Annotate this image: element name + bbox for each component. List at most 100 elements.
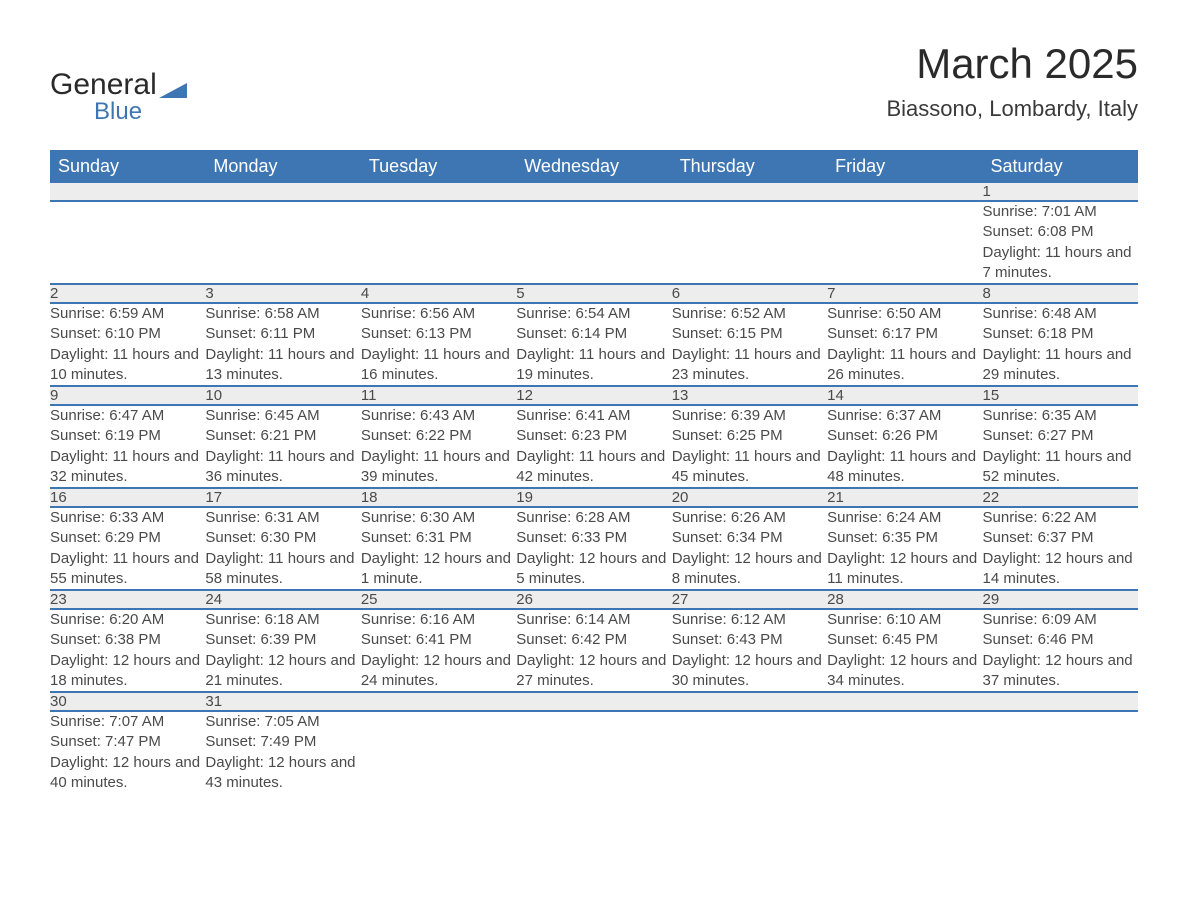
daylight-label: Daylight:: [516, 652, 574, 669]
daylight-line: Daylight: 12 hours and 37 minutes.: [983, 651, 1138, 692]
daylight-line: Daylight: 11 hours and 10 minutes.: [50, 345, 205, 386]
day-number-cell: 7: [827, 284, 982, 303]
daylight-line: Daylight: 12 hours and 43 minutes.: [205, 753, 360, 794]
sunrise-label: Sunrise:: [827, 407, 882, 424]
sunset-line: Sunset: 6:46 PM: [983, 630, 1138, 650]
sunset-label: Sunset:: [672, 325, 723, 342]
sunrise-line: Sunrise: 7:01 AM: [983, 202, 1138, 222]
day-details-cell: [205, 201, 360, 284]
daylight-line: Daylight: 11 hours and 55 minutes.: [50, 549, 205, 590]
day-details-cell: Sunrise: 6:12 AMSunset: 6:43 PMDaylight:…: [672, 609, 827, 692]
sunrise-line: Sunrise: 6:26 AM: [672, 508, 827, 528]
day-header: Saturday: [983, 150, 1138, 183]
sunrise-value: 6:45 AM: [265, 407, 320, 424]
sunrise-line: Sunrise: 6:39 AM: [672, 406, 827, 426]
sunrise-label: Sunrise:: [516, 407, 571, 424]
daylight-label: Daylight:: [983, 652, 1041, 669]
daylight-line: Daylight: 11 hours and 45 minutes.: [672, 447, 827, 488]
day-number-cell: 31: [205, 692, 360, 711]
sunset-line: Sunset: 6:41 PM: [361, 630, 516, 650]
sunrise-value: 6:43 AM: [420, 407, 475, 424]
brand-logo: General Blue: [50, 40, 187, 126]
sunrise-value: 6:28 AM: [575, 509, 630, 526]
day-number-cell: 14: [827, 386, 982, 405]
sunset-line: Sunset: 6:22 PM: [361, 426, 516, 446]
sunrise-label: Sunrise:: [983, 305, 1038, 322]
day-details-cell: Sunrise: 6:37 AMSunset: 6:26 PMDaylight:…: [827, 405, 982, 488]
sunset-label: Sunset:: [361, 529, 412, 546]
sunrise-line: Sunrise: 6:54 AM: [516, 304, 671, 324]
daylight-line: Daylight: 12 hours and 34 minutes.: [827, 651, 982, 692]
day-number-cell: [516, 692, 671, 711]
day-details-cell: Sunrise: 6:28 AMSunset: 6:33 PMDaylight:…: [516, 507, 671, 590]
sunrise-line: Sunrise: 6:47 AM: [50, 406, 205, 426]
sunset-value: 6:27 PM: [1038, 427, 1094, 444]
daylight-line: Daylight: 11 hours and 19 minutes.: [516, 345, 671, 386]
day-number-cell: 23: [50, 590, 205, 609]
sunset-label: Sunset:: [983, 325, 1034, 342]
sunrise-line: Sunrise: 6:41 AM: [516, 406, 671, 426]
sunrise-value: 6:30 AM: [420, 509, 475, 526]
day-details-cell: Sunrise: 6:31 AMSunset: 6:30 PMDaylight:…: [205, 507, 360, 590]
day-number-cell: [827, 692, 982, 711]
day-details-cell: Sunrise: 7:07 AMSunset: 7:47 PMDaylight:…: [50, 711, 205, 793]
sunset-value: 6:15 PM: [727, 325, 783, 342]
day-details-cell: Sunrise: 6:54 AMSunset: 6:14 PMDaylight:…: [516, 303, 671, 386]
sunrise-line: Sunrise: 6:43 AM: [361, 406, 516, 426]
week-daynum-row: 2345678: [50, 284, 1138, 303]
sunset-label: Sunset:: [205, 631, 256, 648]
daylight-line: Daylight: 12 hours and 14 minutes.: [983, 549, 1138, 590]
brand-name-2: Blue: [94, 98, 142, 126]
sunset-value: 6:31 PM: [416, 529, 472, 546]
sunrise-label: Sunrise:: [672, 407, 727, 424]
daylight-line: Daylight: 11 hours and 7 minutes.: [983, 243, 1138, 284]
daylight-label: Daylight:: [50, 346, 108, 363]
day-number-cell: [361, 692, 516, 711]
sunrise-value: 6:56 AM: [420, 305, 475, 322]
sunrise-value: 6:47 AM: [109, 407, 164, 424]
daylight-line: Daylight: 11 hours and 48 minutes.: [827, 447, 982, 488]
sunrise-label: Sunrise:: [50, 611, 105, 628]
day-details-cell: Sunrise: 6:33 AMSunset: 6:29 PMDaylight:…: [50, 507, 205, 590]
daylight-label: Daylight:: [205, 448, 263, 465]
daylight-label: Daylight:: [50, 448, 108, 465]
sunrise-label: Sunrise:: [983, 203, 1038, 220]
daylight-label: Daylight:: [205, 754, 263, 771]
day-details-cell: Sunrise: 6:20 AMSunset: 6:38 PMDaylight:…: [50, 609, 205, 692]
sunset-label: Sunset:: [361, 427, 412, 444]
day-number-cell: 9: [50, 386, 205, 405]
sunrise-line: Sunrise: 7:07 AM: [50, 712, 205, 732]
daylight-label: Daylight:: [361, 550, 419, 567]
daylight-line: Daylight: 12 hours and 1 minute.: [361, 549, 516, 590]
sunset-value: 6:26 PM: [882, 427, 938, 444]
sunrise-value: 6:48 AM: [1042, 305, 1097, 322]
day-number-cell: [205, 183, 360, 201]
sunset-line: Sunset: 6:10 PM: [50, 324, 205, 344]
day-details-cell: Sunrise: 6:43 AMSunset: 6:22 PMDaylight:…: [361, 405, 516, 488]
sunset-label: Sunset:: [983, 427, 1034, 444]
sunset-value: 6:41 PM: [416, 631, 472, 648]
sunrise-value: 7:01 AM: [1042, 203, 1097, 220]
daylight-label: Daylight:: [50, 652, 108, 669]
day-number-cell: 20: [672, 488, 827, 507]
daylight-label: Daylight:: [50, 550, 108, 567]
day-number-cell: 18: [361, 488, 516, 507]
sunset-line: Sunset: 6:14 PM: [516, 324, 671, 344]
header: General Blue March 2025 Biassono, Lombar…: [50, 40, 1138, 126]
sunset-value: 6:37 PM: [1038, 529, 1094, 546]
sunrise-line: Sunrise: 6:16 AM: [361, 610, 516, 630]
sunrise-line: Sunrise: 6:33 AM: [50, 508, 205, 528]
sunrise-label: Sunrise:: [827, 509, 882, 526]
sunrise-label: Sunrise:: [516, 305, 571, 322]
sunset-value: 6:39 PM: [260, 631, 316, 648]
sunset-label: Sunset:: [672, 529, 723, 546]
sunrise-line: Sunrise: 6:48 AM: [983, 304, 1138, 324]
daylight-label: Daylight:: [983, 550, 1041, 567]
sunrise-label: Sunrise:: [516, 611, 571, 628]
sunrise-label: Sunrise:: [361, 407, 416, 424]
sunset-label: Sunset:: [827, 529, 878, 546]
week-daynum-row: 16171819202122: [50, 488, 1138, 507]
daylight-label: Daylight:: [827, 652, 885, 669]
day-number-cell: 5: [516, 284, 671, 303]
sunset-line: Sunset: 6:30 PM: [205, 528, 360, 548]
